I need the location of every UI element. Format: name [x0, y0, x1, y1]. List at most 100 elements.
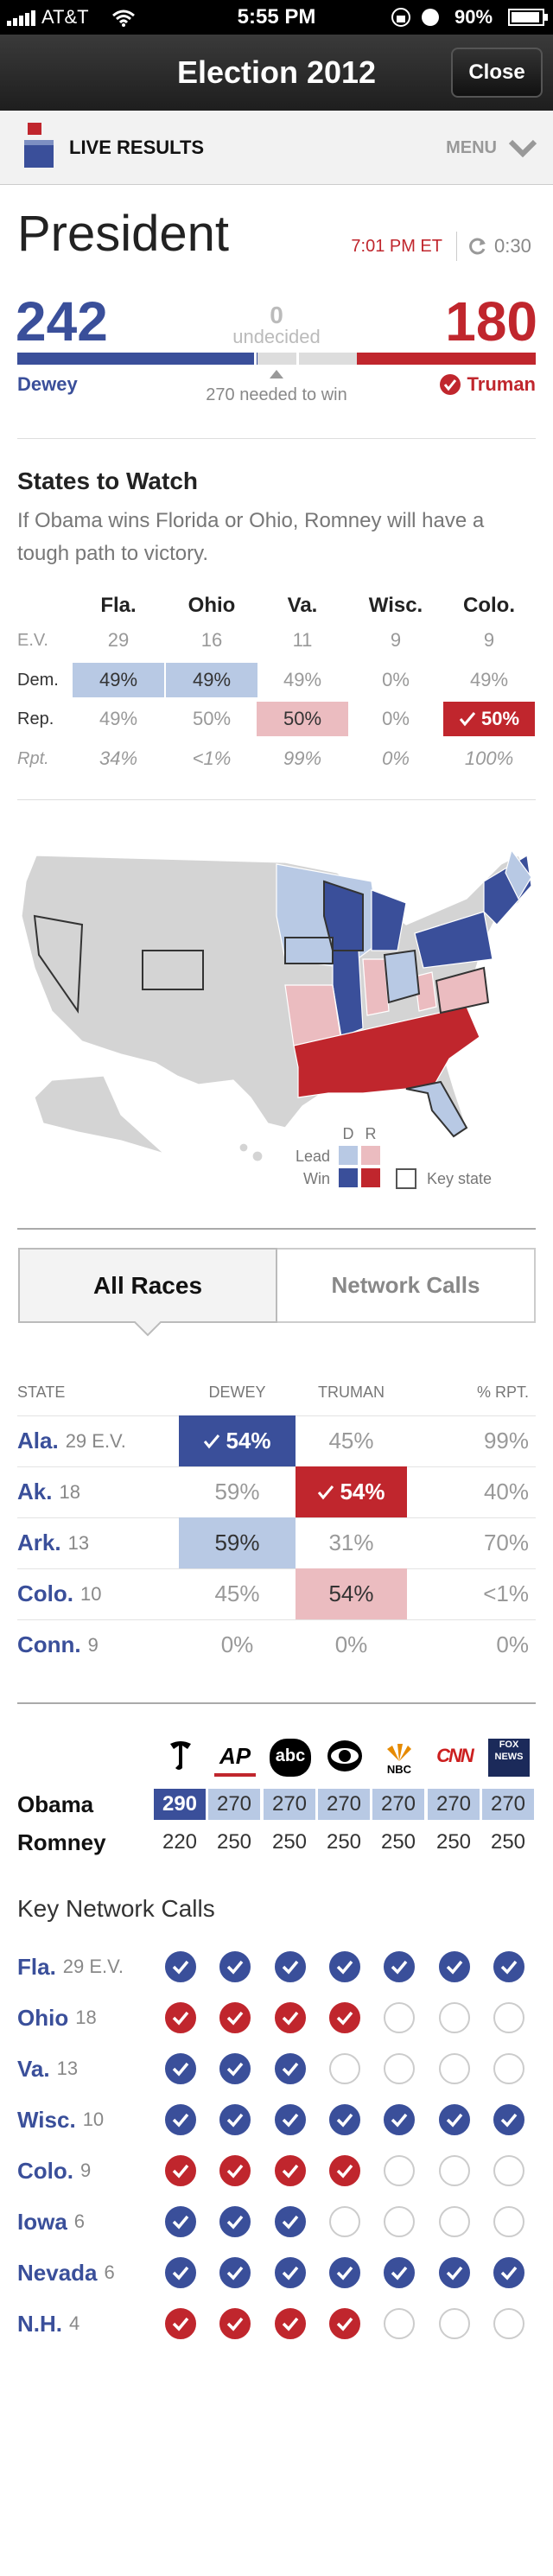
state-column: Colo. [463, 594, 515, 617]
state-ev: 13 [56, 2058, 79, 2079]
tab-all-races[interactable]: All Races [18, 1248, 277, 1323]
state-name: Ak. [17, 1479, 53, 1504]
race-reporting: 0% [496, 1631, 529, 1657]
key-state-florida [405, 1080, 468, 1138]
swatch [339, 1168, 358, 1187]
race-reporting: 40% [483, 1479, 529, 1504]
tally-cell: 250 [428, 1827, 481, 1858]
call-icon [439, 2002, 470, 2033]
race-state[interactable]: Ala. 29 E.V. [17, 1415, 126, 1466]
race-cell: 45% [179, 1568, 296, 1619]
call-state: Fla. 29 E.V. [17, 1949, 124, 1984]
signal-icon [7, 10, 35, 26]
dem-electoral-votes: 242 [16, 290, 108, 353]
state-name: Colo. [17, 2157, 73, 2184]
cell-value: 49% [192, 669, 232, 690]
state-ev: 9 [80, 2159, 92, 2181]
wifi-icon [112, 10, 135, 27]
call-icon [275, 2206, 306, 2237]
state-cell: 49% [73, 663, 164, 697]
state-cell: 16 [166, 623, 257, 658]
race-cell: 54% [296, 1568, 407, 1619]
cell-value: 0% [382, 747, 410, 769]
call-icon [329, 2155, 360, 2186]
call-icon [165, 2104, 196, 2135]
call-icon [219, 2206, 251, 2237]
row-divider [17, 1568, 536, 1569]
call-icon [275, 1951, 306, 1982]
cell-value: 9 [483, 629, 495, 651]
state-ev: 9 [87, 1633, 99, 1656]
call-icon [493, 2206, 524, 2237]
race-percent: 54% [340, 1479, 385, 1504]
race-state[interactable]: Ark. 13 [17, 1517, 89, 1568]
state-name: Iowa [17, 2208, 67, 2235]
state-name: Conn. [17, 1631, 81, 1657]
call-icon [439, 1951, 470, 1982]
state-cell: 34% [73, 741, 164, 776]
call-state: N.H. 4 [17, 2306, 79, 2341]
section-description: If Obama wins Florida or Ohio, Romney wi… [17, 509, 485, 565]
cell-value: 49% [99, 708, 138, 729]
tally-cell: 270 [372, 1789, 426, 1820]
race-percent: 59% [214, 1530, 260, 1555]
race-title: President [17, 206, 230, 262]
tally-cell: 270 [208, 1789, 262, 1820]
call-icon [275, 2002, 306, 2033]
close-button[interactable]: Close [451, 48, 543, 98]
legend-d: D [342, 1125, 354, 1142]
map-state [371, 889, 407, 951]
races-header: DEWEY [208, 1383, 266, 1401]
state-cell: 49% [166, 663, 257, 697]
state-column: Wisc. [368, 594, 423, 617]
cell-value: 49% [99, 669, 138, 690]
call-icon [329, 2308, 360, 2339]
check-icon [204, 1434, 220, 1448]
race-reporting: 70% [483, 1530, 529, 1555]
tab-pointer [134, 1321, 162, 1337]
race-percent: 45% [214, 1581, 260, 1606]
race-percent: 54% [226, 1428, 271, 1453]
network-logo: CNN [436, 1745, 474, 1766]
map-alaska [34, 1075, 165, 1154]
key-state-swatch [396, 1168, 416, 1189]
row-label: E.V. [17, 631, 48, 650]
cell-value: <1% [192, 747, 232, 769]
menu-label[interactable]: MENU [446, 138, 497, 157]
race-state[interactable]: Conn. 9 [17, 1619, 99, 1670]
race-state[interactable]: Colo. 10 [17, 1568, 101, 1619]
state-cell: 49% [443, 663, 535, 697]
tally-cell: 270 [264, 1789, 317, 1820]
ev-bar-sep [254, 353, 257, 365]
map-hawaii [251, 1150, 264, 1162]
state-cell: 100% [443, 741, 535, 776]
call-icon [219, 2002, 251, 2033]
race-state[interactable]: Ak. 18 [17, 1466, 80, 1517]
check-icon [459, 712, 476, 727]
state-cell: 99% [257, 741, 348, 776]
race-cell: 31% [296, 1517, 407, 1568]
cell-value: 50% [192, 708, 232, 729]
call-icon [493, 2155, 524, 2186]
key-state-nevada [33, 914, 84, 1014]
call-icon [165, 2002, 196, 2033]
call-icon [219, 2155, 251, 2186]
races-header: TRUMAN [318, 1383, 385, 1401]
tally-cell: 270 [428, 1789, 481, 1820]
legend-win: Win [303, 1170, 330, 1187]
rep-name: Truman [467, 373, 536, 395]
row-label: Rpt. [17, 749, 49, 768]
swatch [361, 1168, 380, 1187]
tally-cell: 250 [482, 1827, 536, 1858]
state-ev: 4 [69, 2312, 80, 2334]
tab-network-calls[interactable]: Network Calls [277, 1248, 536, 1323]
race-percent: 0% [334, 1631, 368, 1657]
state-name: Va. [17, 2055, 50, 2082]
network-logo: AP [214, 1739, 256, 1777]
races-header: STATE [17, 1383, 66, 1401]
call-icon [439, 2308, 470, 2339]
key-state-virginia [435, 966, 490, 1014]
races-header: % RPT. [476, 1383, 529, 1401]
tally-cell: 250 [264, 1827, 317, 1858]
state-cell: 11 [257, 623, 348, 658]
